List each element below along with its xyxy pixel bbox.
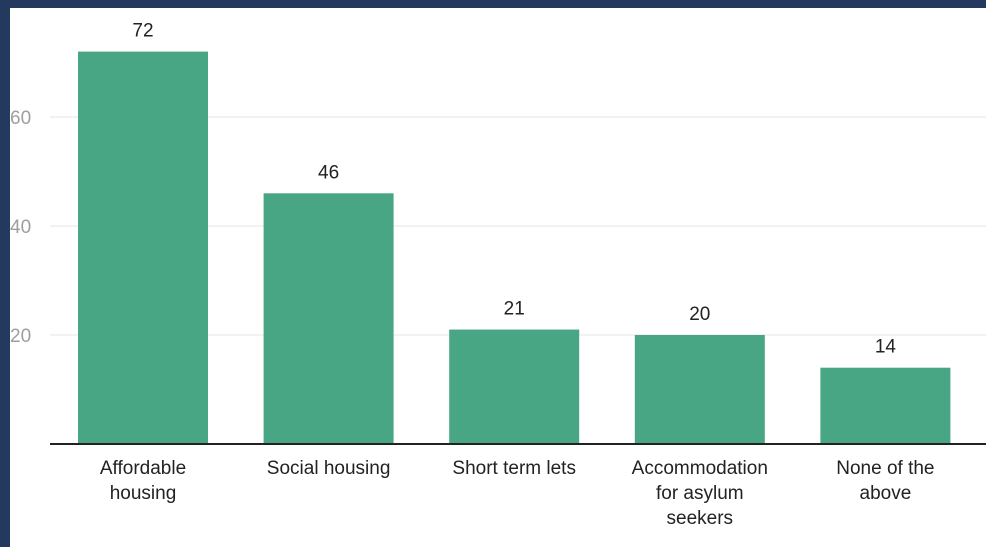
data-label: 46: [318, 162, 339, 183]
data-label: 72: [132, 21, 153, 42]
bars: [78, 51, 951, 444]
bar: [263, 193, 394, 444]
category-label: Short term lets: [452, 458, 576, 479]
chart-panel: 20 40 60 72 46 21 20 14 Affordable housing Socia…: [10, 8, 986, 547]
y-axis-ticks: 20 40 60: [10, 108, 31, 347]
x-axis-categories: Affordable housing Social housing Short ter…: [100, 458, 935, 529]
bar-chart: 20 40 60 72 46 21 20 14 Affordable housing Socia…: [10, 21, 986, 529]
y-tick-label: 60: [10, 108, 31, 129]
bar: [449, 329, 580, 444]
bar: [820, 367, 951, 444]
data-label: 21: [504, 299, 525, 320]
category-label: Accommodation for asylum seekers: [632, 458, 768, 529]
bar: [634, 335, 765, 444]
y-tick-label: 20: [10, 326, 31, 347]
y-tick-label: 40: [10, 217, 31, 238]
category-label: Social housing: [267, 458, 391, 479]
data-label: 20: [689, 304, 710, 325]
data-labels: 72 46 21 20 14: [132, 21, 896, 358]
category-label: None of the above: [836, 458, 934, 504]
category-label: Affordable housing: [100, 458, 186, 504]
bar: [78, 51, 208, 444]
data-label: 14: [875, 337, 897, 358]
